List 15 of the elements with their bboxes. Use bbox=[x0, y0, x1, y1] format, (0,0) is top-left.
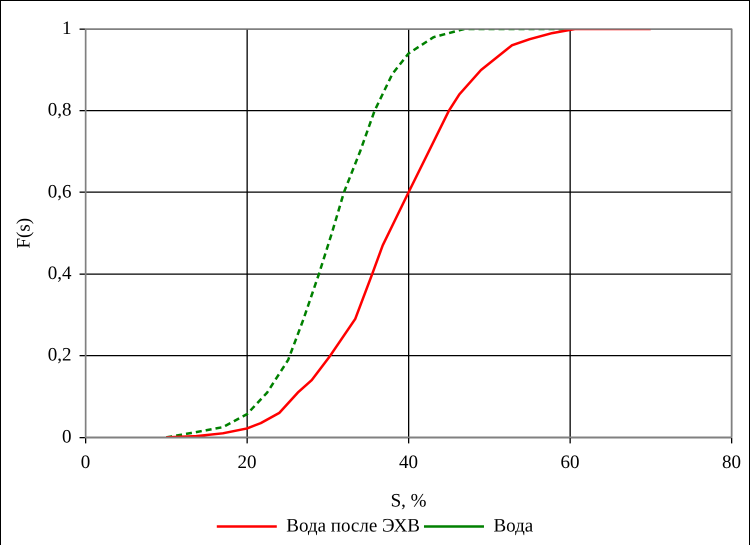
x-tick-label: 80 bbox=[722, 452, 741, 473]
y-tick-label: 0,4 bbox=[48, 263, 72, 284]
legend-label: Вода bbox=[493, 515, 534, 536]
y-tick-label: 0,6 bbox=[48, 181, 72, 202]
x-tick-label: 40 bbox=[399, 452, 418, 473]
legend-label: Вода после ЭХВ bbox=[286, 515, 420, 536]
y-tick-label: 0,2 bbox=[48, 344, 72, 366]
y-tick-label: 0 bbox=[62, 426, 72, 448]
x-axis-title: S, % bbox=[390, 490, 427, 512]
x-tick-label: 0 bbox=[80, 452, 90, 473]
y-tick-label: 1 bbox=[62, 18, 72, 39]
x-tick-label: 60 bbox=[560, 452, 580, 473]
x-tick-label: 20 bbox=[238, 452, 257, 473]
y-axis-title: F(s) bbox=[13, 218, 34, 249]
y-tick-label: 0,8 bbox=[48, 100, 72, 121]
